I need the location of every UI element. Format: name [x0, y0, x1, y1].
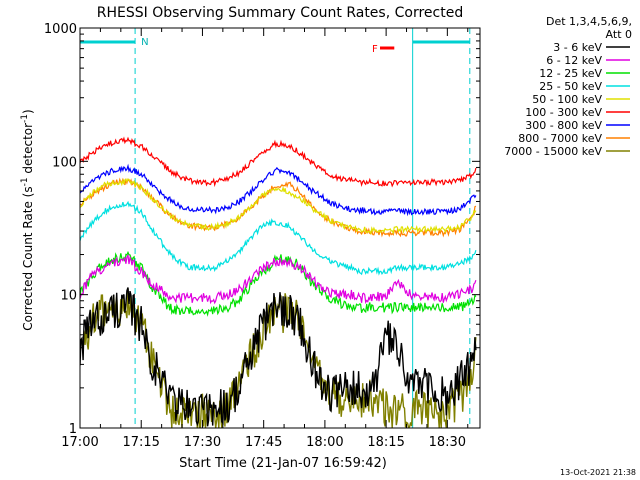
y-label-mid: detector — [21, 123, 35, 178]
legend-label-5: 50 - 100 keV — [532, 93, 602, 106]
y-label-exp2: -1 — [20, 114, 30, 123]
y-tick-label-4: 1000 — [44, 22, 77, 37]
legend-header-line-2: Att 0 — [606, 28, 632, 41]
plot-frame — [79, 27, 481, 429]
y-tick-label-1: 1 — [69, 422, 77, 437]
series-line-6 — [80, 136, 477, 188]
x-tick-label-1: 17:00 — [61, 435, 98, 450]
legend-label-1: 3 - 6 keV — [553, 41, 602, 54]
x-tick-label-3: 17:30 — [184, 435, 221, 450]
series-line-7 — [80, 163, 477, 217]
series-line-8 — [80, 177, 477, 238]
series-line-4 — [80, 200, 477, 276]
series-line-1 — [80, 287, 477, 427]
x-tick-label-5: 18:00 — [306, 435, 343, 450]
x-tick-label-7: 18:30 — [429, 435, 466, 450]
legend-label-9: 7000 - 15000 keV — [504, 145, 602, 158]
legend-label-4: 25 - 50 keV — [539, 80, 602, 93]
y-tick-label-2: 10 — [60, 289, 77, 304]
y-label-main: Corrected Count Rate (s — [21, 186, 35, 330]
y-label-end: ) — [21, 109, 35, 114]
flare-flag-label: F — [372, 44, 378, 55]
timestamp: 13-Oct-2021 21:38 — [560, 468, 636, 477]
night-flag-label: N — [141, 37, 148, 48]
x-tick-label-2: 17:15 — [122, 435, 159, 450]
y-label-exp1: -1 — [20, 177, 30, 186]
series-line-2 — [80, 253, 477, 305]
x-axis-label: Start Time (21-Jan-07 16:59:42) — [179, 456, 387, 471]
series-line-5 — [80, 178, 477, 235]
plot-area: NF — [79, 28, 477, 428]
y-axis-label: Corrected Count Rate (s-1 detector-1) — [20, 109, 35, 330]
y-tick-label-3: 100 — [52, 155, 77, 170]
legend-label-7: 300 - 800 keV — [525, 119, 602, 132]
chart-title: RHESSI Observing Summary Count Rates, Co… — [97, 5, 463, 21]
x-tick-label-4: 17:45 — [245, 435, 282, 450]
legend-header-line-1: Det 1,3,4,5,6,9, — [546, 15, 632, 28]
legend-label-3: 12 - 25 keV — [539, 67, 602, 80]
legend-label-6: 100 - 300 keV — [525, 106, 602, 119]
axes: 17:00 17:15 17:30 17:45 18:00 18:15 18:30 1 10 10… — [44, 22, 481, 450]
legend-label-2: 6 - 12 keV — [546, 54, 602, 67]
legend-label-8: 800 - 7000 keV — [518, 132, 602, 145]
x-tick-label-6: 18:15 — [367, 435, 404, 450]
